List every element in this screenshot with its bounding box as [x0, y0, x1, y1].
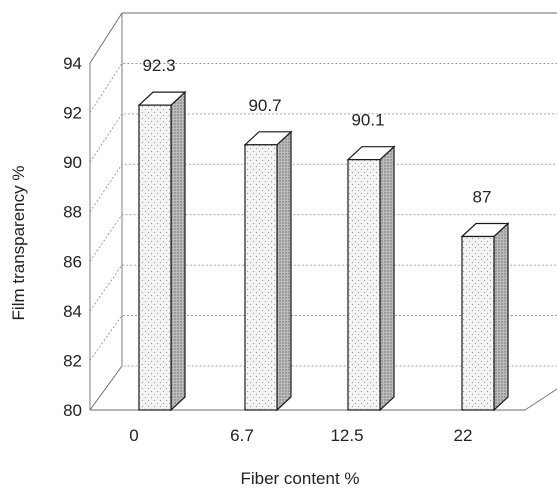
y-tick-label: 88: [63, 203, 82, 222]
bar-side: [170, 90, 186, 412]
x-tick-label: 0: [129, 426, 138, 445]
data-label: 92.3: [142, 56, 175, 75]
y-tick-label: 80: [63, 401, 82, 420]
x-tick-label: 22: [454, 426, 473, 445]
data-labels: 92.3 90.7 90.1 87: [142, 56, 491, 206]
data-label: 90.7: [248, 96, 281, 115]
bar-side: [493, 222, 509, 412]
x-tick-label: 12.5: [330, 426, 363, 445]
gridline: [89, 315, 557, 361]
data-label: 87: [473, 188, 492, 207]
bar: [137, 90, 187, 412]
bar: [243, 130, 293, 412]
y-tick-label: 84: [63, 302, 82, 321]
y-tick-label: 90: [63, 153, 82, 172]
y-tick-label: 82: [63, 351, 82, 370]
x-axis-title: Fiber content %: [240, 469, 359, 488]
bar-front: [244, 144, 278, 411]
y-tick-label: 92: [63, 104, 82, 123]
gridline: [89, 63, 557, 113]
frame-edge: [89, 12, 123, 64]
frame-edge: [89, 365, 123, 411]
data-label: 90.1: [351, 111, 384, 130]
bar: [346, 145, 396, 412]
bar-side: [276, 130, 292, 412]
bar-side: [379, 145, 395, 412]
bar-front: [347, 159, 381, 411]
tick-labels: 80 82 84 86 88 90 92 94 0 6.7 12.5 22: [63, 54, 472, 445]
bar: [460, 222, 510, 412]
gridline: [89, 365, 557, 411]
x-tick-label: 6.7: [230, 426, 254, 445]
bar-front: [138, 104, 172, 411]
gridline: [89, 264, 557, 312]
y-axis-title: Film transparency %: [9, 166, 28, 321]
y-tick-label: 86: [63, 252, 82, 271]
bars: [137, 90, 510, 412]
frame-edge: [524, 388, 557, 411]
bar-front: [461, 235, 495, 411]
y-tick-label: 94: [63, 54, 82, 73]
